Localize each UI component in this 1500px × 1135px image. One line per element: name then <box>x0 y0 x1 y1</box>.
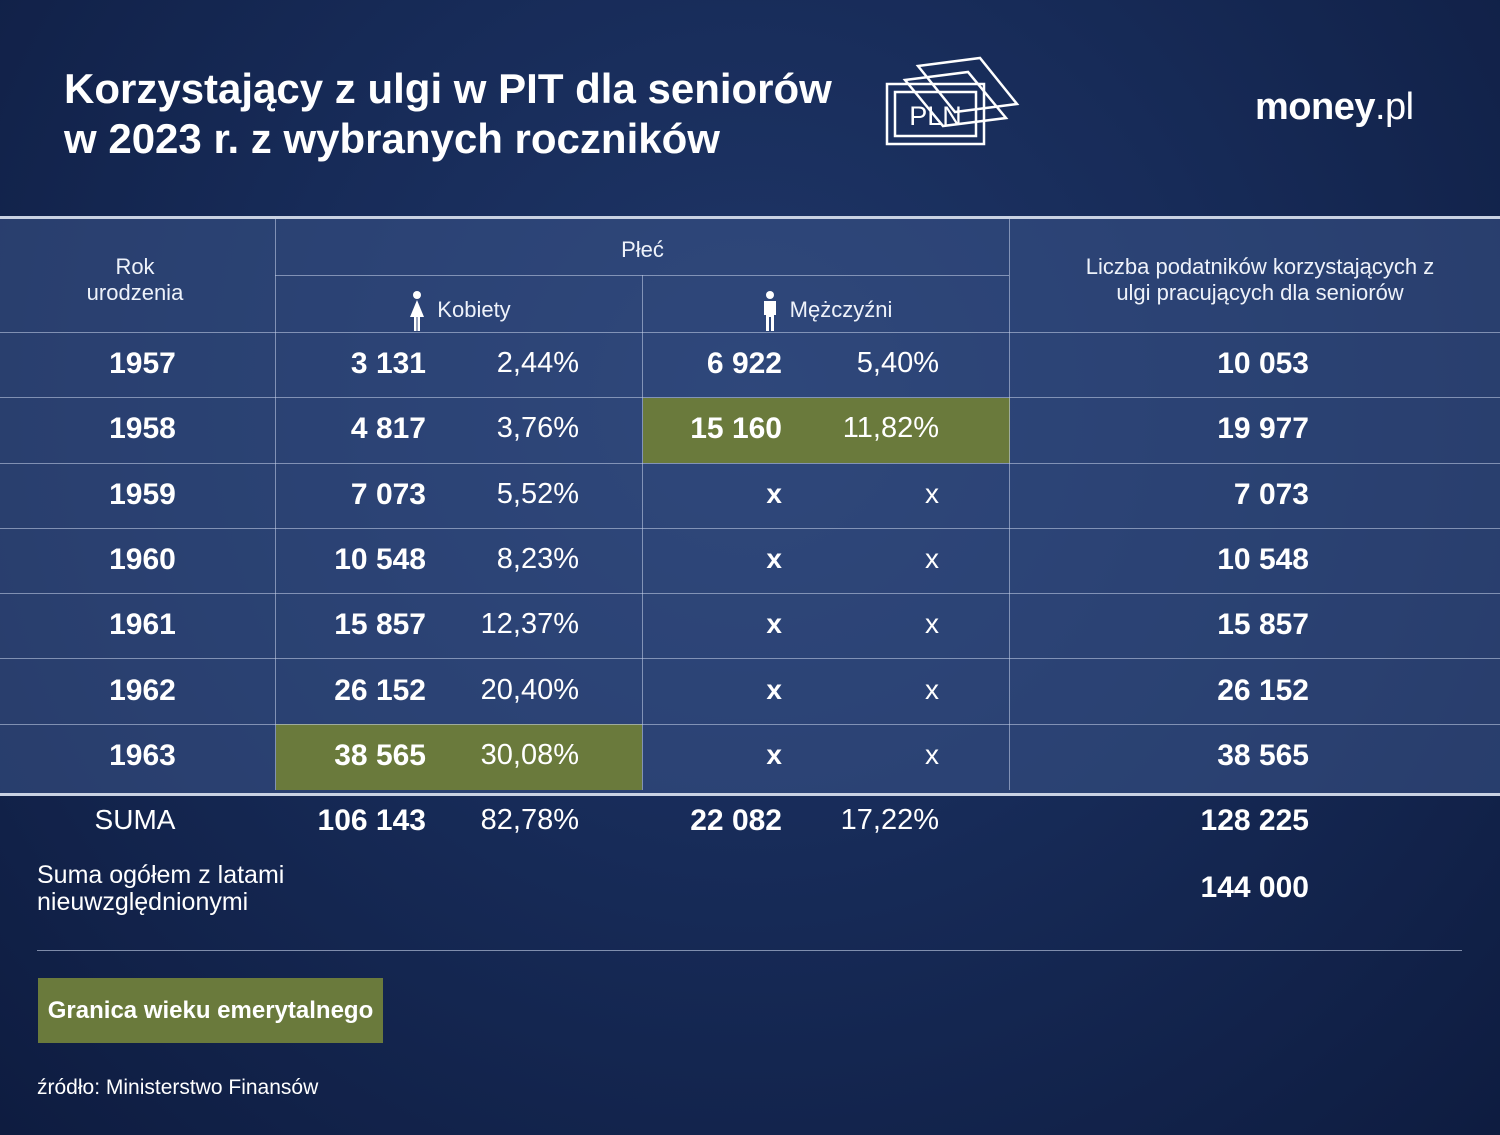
sum-women-count: 106 143 <box>276 806 426 836</box>
chart-title: Korzystający z ulgi w PIT dla seniorów w… <box>64 64 832 164</box>
sum-label: SUMA <box>70 806 200 834</box>
cell-total: 38 565 <box>1010 741 1309 771</box>
cell-year: 1957 <box>80 349 205 379</box>
banknote-icon: PLN <box>880 56 1025 164</box>
cell-women-count: 4 817 <box>276 414 426 444</box>
banknote-label: PLN <box>909 101 962 131</box>
cell-women-pct: 2,44% <box>430 349 579 378</box>
cell-women-count: 10 548 <box>276 545 426 575</box>
cell-year: 1958 <box>80 414 205 444</box>
cell-men-count: x <box>643 741 782 769</box>
header-men: Mężczyźni <box>643 291 1009 331</box>
header-women: Kobiety <box>276 291 642 331</box>
cell-women-count: 15 857 <box>276 610 426 640</box>
sum-men-pct: 17,22% <box>790 806 939 835</box>
cell-year: 1959 <box>80 480 205 510</box>
cell-total: 15 857 <box>1010 610 1309 640</box>
header-women-label: Kobiety <box>437 297 510 322</box>
cell-men-pct: x <box>790 545 939 573</box>
cell-total: 19 977 <box>1010 414 1309 444</box>
grid-line <box>0 397 1500 398</box>
cell-women-count: 38 565 <box>276 741 426 771</box>
grid-line <box>0 593 1500 594</box>
cell-men-pct: 5,40% <box>790 349 939 378</box>
cell-women-pct: 12,37% <box>430 610 579 639</box>
cell-year: 1962 <box>80 676 205 706</box>
grid-line <box>0 332 1500 333</box>
cell-year: 1961 <box>80 610 205 640</box>
grid-line <box>0 724 1500 725</box>
cell-women-count: 7 073 <box>276 480 426 510</box>
cell-total: 10 548 <box>1010 545 1309 575</box>
cell-men-count: 15 160 <box>643 414 782 444</box>
header-total: Liczba podatników korzystających z ulgi … <box>1080 254 1440 306</box>
cell-men-pct: x <box>790 480 939 508</box>
grid-line <box>0 528 1500 529</box>
cell-men-count: x <box>643 610 782 638</box>
cell-women-pct: 5,52% <box>430 480 579 509</box>
title-line-1: Korzystający z ulgi w PIT dla seniorów <box>64 64 832 114</box>
cell-men-pct: x <box>790 676 939 704</box>
cell-men-pct: x <box>790 741 939 769</box>
legend-retirement-age: Granica wieku emerytalnego <box>38 978 383 1043</box>
cell-women-count: 3 131 <box>276 349 426 379</box>
grand-total-label: Suma ogółem z latami nieuwzględnionymi <box>37 862 287 916</box>
woman-icon <box>407 291 427 331</box>
logo-light: .pl <box>1375 86 1414 128</box>
grid-line <box>275 275 1009 276</box>
cell-women-pct: 20,40% <box>430 676 579 705</box>
cell-women-pct: 30,08% <box>430 741 579 770</box>
sum-total: 128 225 <box>1010 806 1309 836</box>
cell-men-count: x <box>643 545 782 573</box>
cell-women-count: 26 152 <box>276 676 426 706</box>
cell-men-count: 6 922 <box>643 349 782 379</box>
grand-total-value: 144 000 <box>1010 873 1309 903</box>
grid-line <box>0 463 1500 464</box>
cell-year: 1963 <box>80 741 205 771</box>
logo-bold: money <box>1255 86 1375 128</box>
grid-line <box>0 658 1500 659</box>
divider <box>37 950 1462 951</box>
header-year: Rok urodzenia <box>80 254 190 306</box>
cell-men-count: x <box>643 480 782 508</box>
cell-women-pct: 3,76% <box>430 414 579 443</box>
cell-men-pct: 11,82% <box>790 414 939 443</box>
cell-total: 10 053 <box>1010 349 1309 379</box>
cell-year: 1960 <box>80 545 205 575</box>
header-sex: Płeć <box>276 237 1009 263</box>
data-table: Rok urodzenia Płeć Kobiety Mężczyźni Lic… <box>0 216 1500 796</box>
sum-women-pct: 82,78% <box>430 806 579 835</box>
money-logo: money.pl <box>1255 86 1414 129</box>
sum-men-count: 22 082 <box>643 806 782 836</box>
source-note: źródło: Ministerstwo Finansów <box>37 1076 318 1100</box>
title-line-2: w 2023 r. z wybranych roczników <box>64 114 832 164</box>
header-men-label: Mężczyźni <box>790 297 893 322</box>
cell-men-count: x <box>643 676 782 704</box>
cell-total: 26 152 <box>1010 676 1309 706</box>
cell-women-pct: 8,23% <box>430 545 579 574</box>
cell-total: 7 073 <box>1010 480 1309 510</box>
cell-men-pct: x <box>790 610 939 638</box>
man-icon <box>760 291 780 331</box>
